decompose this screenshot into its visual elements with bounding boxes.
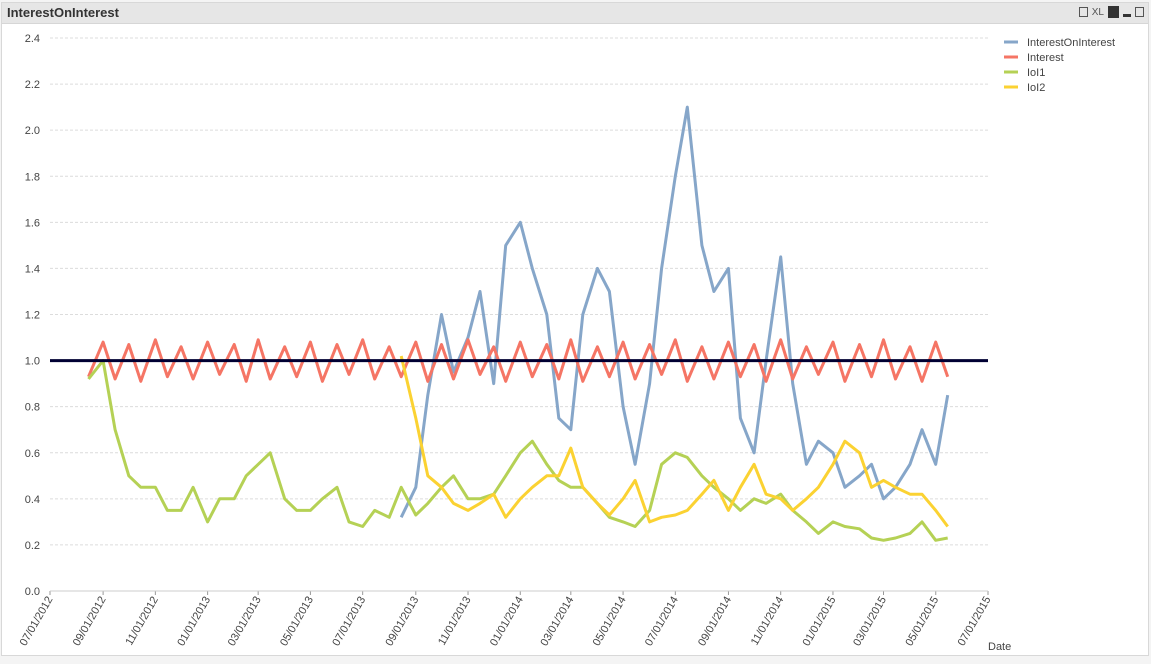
series-line-interest [87,338,950,383]
y-tick-label: 1.6 [25,217,40,229]
series-line-ioi1 [87,359,948,542]
y-tick-label: 0.6 [25,448,40,460]
y-tick-label: 2.4 [25,33,40,45]
x-tick-label: 05/01/2015 [903,595,941,649]
y-tick-label: 1.0 [25,356,40,368]
y-tick-label: 0.8 [25,402,40,414]
chart-title: InterestOnInterest [7,5,119,20]
legend-label: IoI2 [1027,82,1045,94]
y-tick-label: 0.0 [25,586,40,598]
x-tick-label: 11/01/2012 [123,595,161,648]
x-tick-label: 01/01/2013 [175,595,213,649]
x-tick-label: 09/01/2013 [383,595,421,649]
x-tick-label: 05/01/2013 [278,595,316,649]
x-tick-label: 09/01/2012 [71,595,109,649]
x-tick-label: 03/01/2015 [851,595,889,649]
maximize-icon[interactable] [1135,7,1144,17]
chart-type-icon[interactable] [1108,6,1119,18]
y-tick-label: 0.2 [25,540,40,552]
title-bar: InterestOnInterest XL [2,3,1148,24]
x-tick-label: 11/01/2013 [436,595,474,648]
series-line-ioi2 [399,355,949,528]
xl-export-icon[interactable]: XL [1091,6,1104,18]
x-tick-label: 07/01/2013 [330,595,368,649]
x-tick-label: 11/01/2014 [749,595,787,648]
x-tick-label: 07/01/2014 [643,595,681,649]
title-bar-icons: XL [1078,6,1144,18]
x-tick-label: 03/01/2013 [226,595,264,649]
print-icon[interactable] [1078,7,1088,17]
y-tick-label: 2.0 [25,125,40,137]
x-tick-label: 07/01/2012 [18,595,56,649]
y-tick-label: 2.2 [25,79,40,91]
legend-label: Interest [1027,52,1064,64]
legend-label: InterestOnInterest [1027,37,1115,49]
y-tick-label: 1.2 [25,310,40,322]
x-tick-label: 01/01/2015 [801,595,839,649]
x-tick-label: 05/01/2014 [591,595,629,649]
x-tick-label: 09/01/2014 [696,595,734,649]
y-tick-label: 0.4 [25,494,40,506]
y-tick-label: 1.4 [25,263,40,275]
minimize-icon[interactable] [1123,13,1131,17]
y-tick-label: 1.8 [25,171,40,183]
x-tick-label: 01/01/2014 [488,595,526,649]
x-axis-label: Date [988,641,1011,653]
x-tick-label: 03/01/2014 [539,595,577,649]
legend-label: IoI1 [1027,67,1045,79]
series-line-interestoninterest [399,105,950,518]
